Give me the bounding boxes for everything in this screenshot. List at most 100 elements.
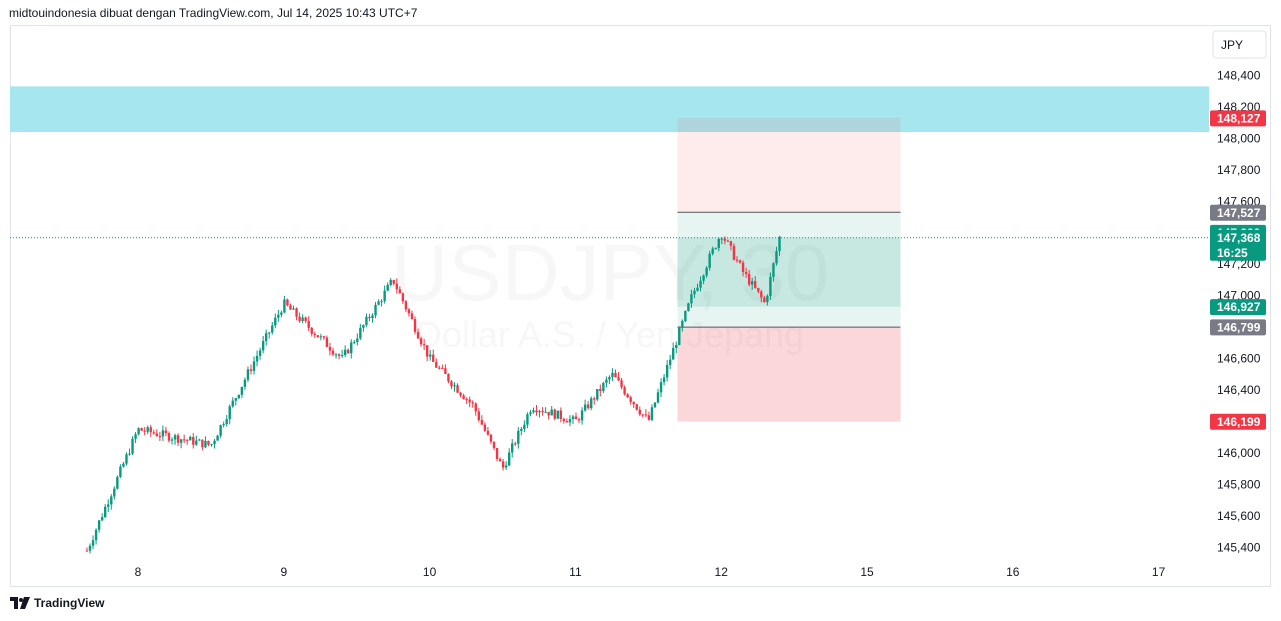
candle[interactable]: [507, 448, 511, 466]
candle[interactable]: [283, 295, 286, 314]
candle[interactable]: [286, 298, 289, 307]
candle[interactable]: [556, 410, 559, 419]
candle[interactable]: [441, 364, 444, 369]
candle[interactable]: [91, 535, 95, 550]
candle[interactable]: [681, 319, 684, 332]
candle[interactable]: [404, 299, 408, 313]
candle[interactable]: [343, 345, 347, 358]
candle[interactable]: [201, 439, 204, 451]
take-profit-zone[interactable]: [677, 327, 901, 422]
candle[interactable]: [593, 396, 596, 405]
candle[interactable]: [274, 313, 277, 329]
candle[interactable]: [353, 340, 356, 345]
candle[interactable]: [568, 415, 572, 427]
candle[interactable]: [298, 312, 301, 323]
candle[interactable]: [735, 256, 739, 263]
candle[interactable]: [325, 335, 329, 348]
candle[interactable]: [675, 341, 678, 354]
candle[interactable]: [517, 427, 520, 449]
candle[interactable]: [143, 426, 146, 436]
candle[interactable]: [571, 414, 575, 424]
candle[interactable]: [468, 396, 471, 408]
candle[interactable]: [523, 420, 526, 433]
candle[interactable]: [225, 414, 228, 427]
candle[interactable]: [678, 326, 681, 346]
candle[interactable]: [307, 316, 310, 332]
candle[interactable]: [574, 412, 578, 420]
candle[interactable]: [246, 366, 250, 382]
candle[interactable]: [319, 333, 323, 341]
candle[interactable]: [599, 384, 602, 397]
candle[interactable]: [501, 459, 505, 471]
candle[interactable]: [653, 402, 657, 408]
candle[interactable]: [659, 378, 663, 398]
candle[interactable]: [386, 282, 389, 292]
candle[interactable]: [562, 417, 566, 424]
candle[interactable]: [474, 402, 477, 416]
candle[interactable]: [304, 316, 307, 323]
candle[interactable]: [228, 404, 231, 425]
candle[interactable]: [665, 360, 669, 382]
candle[interactable]: [210, 443, 213, 447]
candle[interactable]: [122, 461, 125, 468]
candle[interactable]: [438, 365, 441, 370]
candle[interactable]: [100, 513, 104, 522]
candle[interactable]: [173, 433, 177, 445]
candle[interactable]: [255, 350, 259, 367]
candle[interactable]: [708, 250, 711, 271]
candle[interactable]: [198, 438, 201, 441]
candle[interactable]: [684, 310, 687, 323]
candle[interactable]: [416, 328, 420, 339]
candle[interactable]: [131, 436, 134, 455]
candle[interactable]: [219, 424, 222, 438]
candle[interactable]: [626, 393, 629, 399]
candle[interactable]: [429, 349, 432, 361]
candle[interactable]: [395, 278, 398, 294]
candle[interactable]: [401, 292, 405, 304]
candle[interactable]: [477, 408, 481, 423]
candle[interactable]: [775, 246, 778, 266]
candle[interactable]: [432, 349, 435, 363]
candle[interactable]: [456, 383, 459, 394]
candle[interactable]: [611, 368, 614, 382]
candle[interactable]: [125, 452, 128, 466]
candle[interactable]: [350, 339, 353, 359]
candle[interactable]: [389, 278, 392, 287]
candle[interactable]: [526, 412, 529, 429]
candle[interactable]: [717, 237, 720, 252]
candle[interactable]: [371, 313, 374, 323]
candle[interactable]: [268, 332, 271, 339]
candle[interactable]: [155, 429, 159, 437]
candle[interactable]: [632, 401, 635, 409]
candle[interactable]: [589, 396, 593, 411]
candle[interactable]: [264, 329, 268, 346]
candle[interactable]: [94, 528, 98, 545]
candle[interactable]: [757, 287, 760, 294]
candle[interactable]: [729, 240, 733, 251]
candle[interactable]: [459, 391, 462, 398]
candle[interactable]: [195, 435, 198, 446]
candle[interactable]: [726, 239, 730, 243]
candle[interactable]: [693, 287, 696, 298]
candle[interactable]: [134, 432, 137, 444]
candle[interactable]: [425, 345, 429, 362]
candle[interactable]: [398, 286, 402, 294]
candle[interactable]: [705, 266, 708, 278]
candle[interactable]: [511, 439, 514, 458]
candle[interactable]: [234, 397, 238, 406]
candle[interactable]: [465, 397, 468, 404]
candle[interactable]: [538, 409, 541, 418]
candle[interactable]: [699, 276, 702, 292]
candle[interactable]: [252, 356, 256, 375]
candle[interactable]: [462, 393, 465, 400]
candle[interactable]: [635, 403, 638, 411]
candle[interactable]: [760, 289, 763, 303]
candle[interactable]: [489, 434, 493, 445]
candle[interactable]: [316, 335, 320, 338]
candle[interactable]: [97, 519, 101, 533]
candle[interactable]: [107, 499, 110, 513]
candle[interactable]: [696, 283, 699, 292]
candle[interactable]: [328, 342, 332, 356]
candle[interactable]: [128, 448, 131, 456]
